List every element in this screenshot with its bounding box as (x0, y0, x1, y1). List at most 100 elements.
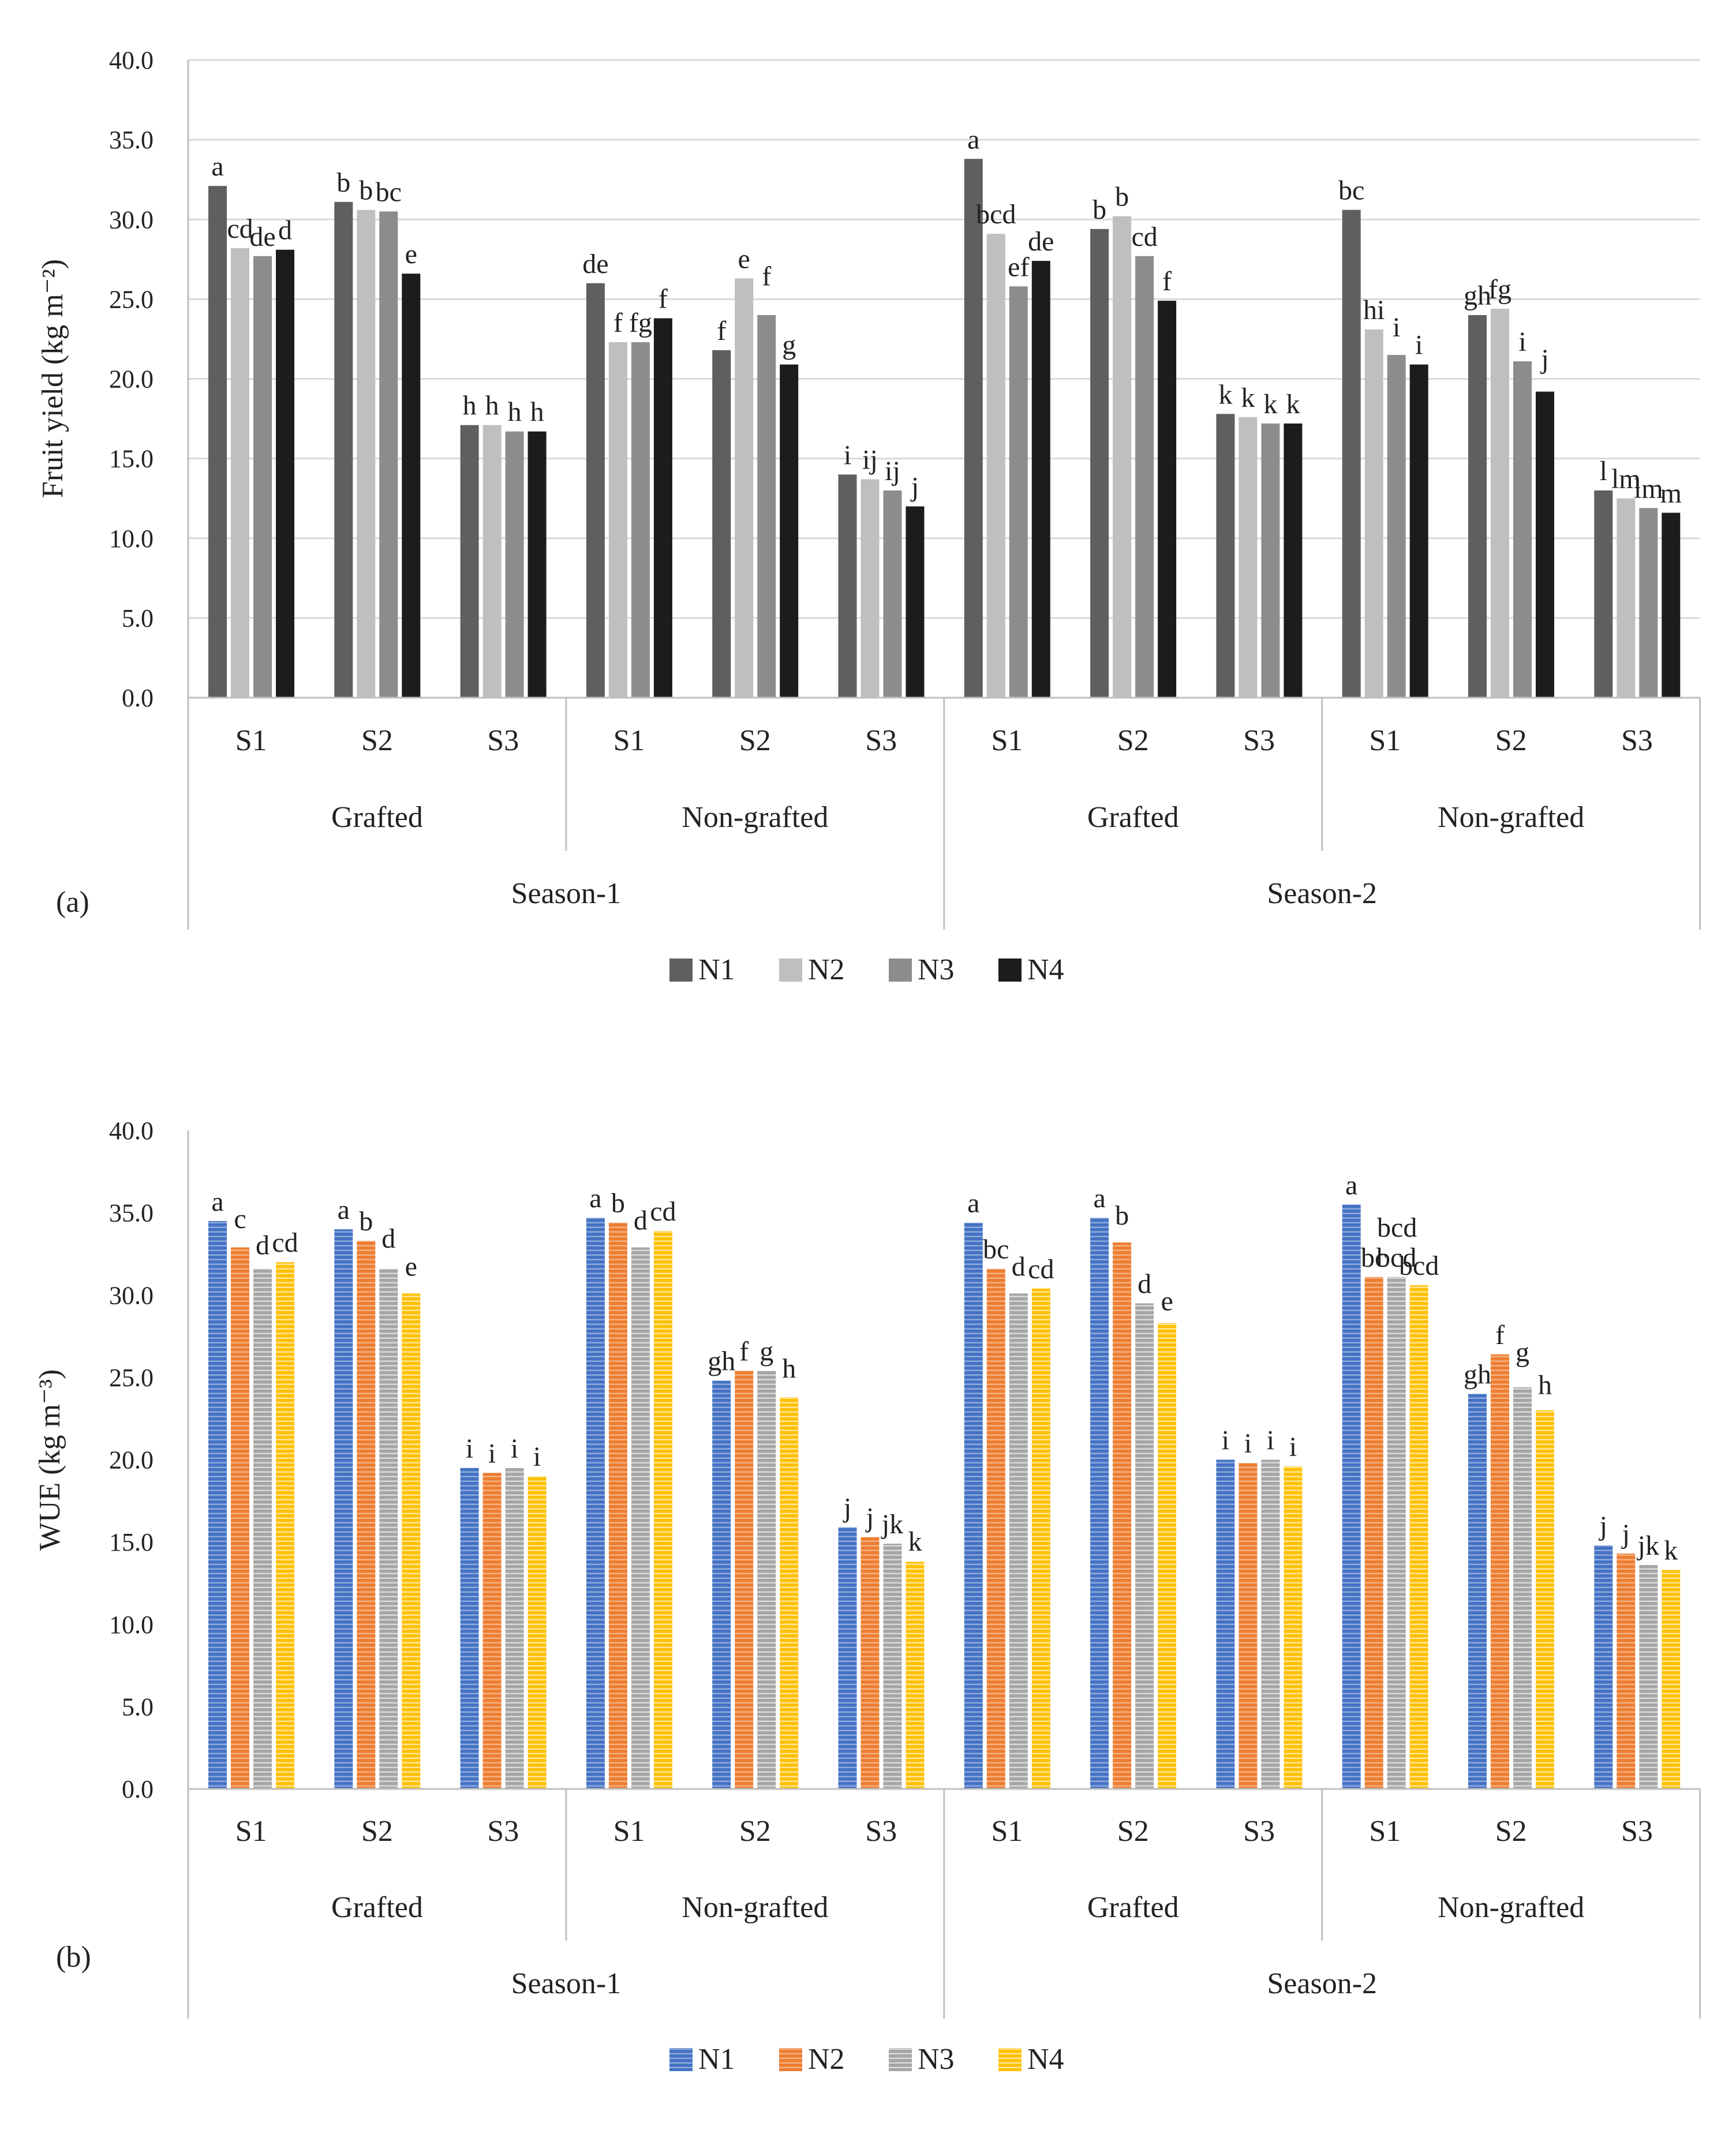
bar-n3 (1135, 1303, 1154, 1789)
bar-n4 (780, 364, 799, 698)
y-tick-label: 0.0 (122, 684, 154, 712)
significance-letter: f (762, 261, 771, 291)
bar-n4 (1284, 423, 1303, 698)
legend-label-n1: N1 (698, 2043, 735, 2076)
significance-letter: a (967, 1188, 979, 1219)
significance-letter: d (634, 1206, 648, 1236)
group-label: Non-grafted (682, 801, 828, 834)
bar-n4 (1662, 1570, 1681, 1789)
bar-n4 (1409, 1285, 1428, 1789)
significance-letter: lm (1611, 464, 1641, 495)
significance-letter: d (278, 215, 292, 246)
bar-n3 (1261, 1459, 1280, 1789)
bar-n2 (608, 1222, 627, 1789)
bar-n4 (1662, 512, 1681, 698)
bar-n1 (712, 350, 731, 698)
significance-letter: de (249, 222, 275, 252)
bar-n1 (1594, 1545, 1613, 1789)
bar-n2 (1113, 216, 1132, 698)
group-label: Non-grafted (1438, 1891, 1584, 1924)
bar-n3 (1135, 256, 1154, 698)
significance-letter: jk (881, 1509, 903, 1540)
legend-swatch-n1 (669, 959, 693, 982)
y-tick-label: 0.0 (122, 1775, 154, 1803)
significance-letter: a (338, 1195, 350, 1225)
significance-letter: i (1222, 1425, 1229, 1456)
significance-letter: a (967, 124, 979, 155)
bar-n1 (208, 186, 227, 698)
group-label: Non-grafted (682, 1891, 828, 1924)
bar-n2 (986, 234, 1005, 698)
bar-n4 (1409, 364, 1428, 698)
y-tick-label: 35.0 (109, 1199, 154, 1227)
bar-n2 (357, 209, 376, 698)
category-label: S2 (1495, 1815, 1527, 1848)
significance-letter: b (611, 1188, 625, 1219)
significance-letter: f (613, 308, 623, 338)
bar-n4 (906, 1562, 925, 1789)
bar-n2 (1364, 1276, 1383, 1789)
bar-n3 (631, 342, 650, 698)
significance-letter: b (359, 175, 373, 206)
season-label: Season-1 (511, 877, 622, 910)
significance-letter: lm (1634, 473, 1663, 504)
significance-letter: i (1393, 312, 1400, 343)
legend-swatch-n2 (779, 959, 802, 982)
category-label: S1 (991, 1815, 1023, 1848)
significance-letter: c (234, 1204, 246, 1234)
significance-letter: b (1093, 194, 1106, 225)
significance-letter: h (463, 391, 477, 421)
panel-label: (a) (56, 886, 89, 919)
bar-n1 (460, 425, 479, 698)
significance-letter: l (1600, 456, 1607, 486)
bar-n1 (334, 1229, 353, 1789)
bar-n1 (1342, 1204, 1361, 1789)
y-tick-label: 15.0 (109, 445, 154, 473)
bar-n1 (1342, 209, 1361, 698)
bar-n3 (1387, 1276, 1406, 1789)
bar-n4 (1536, 391, 1554, 698)
bar-n4 (527, 1476, 547, 1789)
significance-letter: i (1518, 327, 1526, 357)
group-label: Grafted (331, 1891, 423, 1924)
y-axis-title: WUE (kg m⁻³) (33, 1369, 66, 1551)
bar-n1 (586, 1218, 605, 1789)
bar-n4 (276, 1262, 294, 1789)
category-label: S3 (1621, 724, 1653, 757)
category-label: S1 (1369, 724, 1401, 757)
bar-n4 (780, 1397, 799, 1789)
significance-letter: j (1599, 1511, 1607, 1541)
significance-letter: de (582, 249, 608, 279)
bar-n3 (1513, 361, 1532, 698)
significance-letter: k (1218, 379, 1232, 410)
bar-n2 (608, 342, 627, 698)
significance-letter: e (1161, 1286, 1173, 1317)
significance-letter: gh (1464, 280, 1491, 311)
bar-n4 (1158, 1323, 1177, 1789)
legend-label-n1: N1 (698, 953, 735, 986)
bar-n3 (1387, 355, 1406, 698)
bar-n2 (1491, 1354, 1509, 1789)
category-label: S1 (235, 724, 267, 757)
significance-letter: j (910, 472, 919, 503)
season-label: Season-1 (511, 1967, 622, 2000)
group-label: Grafted (331, 801, 423, 834)
legend-label-n3: N3 (918, 2043, 955, 2076)
bar-n4 (1031, 1288, 1050, 1789)
significance-letter: g (760, 1336, 773, 1367)
y-tick-label: 20.0 (109, 1446, 154, 1474)
bar-n1 (1216, 1459, 1235, 1789)
bar-n1 (964, 1222, 983, 1789)
significance-letter: cd (1028, 1254, 1054, 1285)
y-tick-label: 10.0 (109, 1611, 154, 1639)
legend-label-n3: N3 (918, 953, 955, 986)
significance-letter: bcd (1377, 1212, 1417, 1243)
significance-letter: k (908, 1526, 922, 1557)
significance-letter: i (1415, 330, 1423, 361)
category-label: S1 (613, 724, 645, 757)
panel-label: (b) (56, 1941, 91, 1974)
significance-letter: k (1286, 389, 1300, 420)
bar-n1 (712, 1380, 731, 1789)
legend-swatch-n3 (889, 2048, 912, 2071)
